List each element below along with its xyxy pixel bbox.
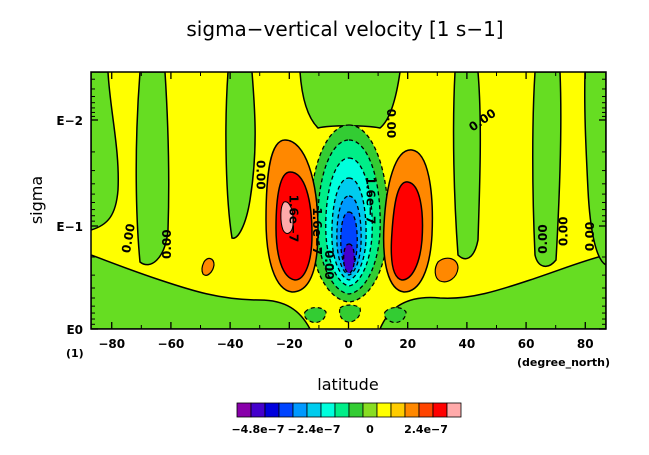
colorbar-swatch [306, 402, 322, 418]
pos-small-south [201, 257, 215, 276]
green-region-south-inner [225, 72, 256, 239]
colorbar-swatch [278, 402, 294, 418]
neg-contour-bottom [338, 304, 361, 323]
colorbar-swatch [264, 402, 280, 418]
chart-title: sigma−vertical velocity [1 s−1] [186, 17, 503, 41]
green-region-bottom-left [91, 254, 311, 329]
y-tick-label: E0 [66, 323, 83, 337]
contour-label: 0.00 [119, 223, 138, 255]
green-region-bottom-right [379, 254, 606, 329]
colorbar-tick-label: −2.4e−7 [287, 423, 340, 436]
x-axis-ticks: −80 −60 −40 −20 0 20 40 60 80 [98, 72, 594, 351]
contour-label: 0.00 [384, 109, 398, 139]
colorbar-swatch [236, 402, 252, 418]
pos-lobe-north-2 [390, 181, 424, 281]
contour-label: 0.00 [536, 224, 550, 254]
contour-labels: 0.00 0.000.001.6e−7 −1.6e−70.000.001.6e−70… [119, 106, 597, 280]
x-tick-label: −20 [276, 337, 303, 351]
contour-label: −1.6e−7 [310, 197, 324, 255]
contour-label: 0.00 [557, 217, 571, 247]
colorbar-swatch [320, 402, 336, 418]
x-tick-label: 80 [577, 337, 594, 351]
x-tick-label: 0 [344, 337, 352, 351]
x-tick-label: −40 [217, 337, 244, 351]
colorbar-swatch [376, 402, 392, 418]
colorbar [236, 402, 462, 418]
y-axis-label: sigma [27, 176, 46, 224]
x-tick-label: −80 [98, 337, 125, 351]
colorbar-tick-label: −4.8e−7 [231, 423, 284, 436]
y-tick-label: E−2 [56, 114, 83, 128]
colorbar-swatch [334, 402, 350, 418]
colorbar-labels: −4.8e−7 −2.4e−7 0 2.4e−7 [231, 423, 447, 436]
contour-label: 1.6e−7 [286, 195, 300, 243]
x-tick-label: 40 [459, 337, 476, 351]
x-axis-label: latitude [317, 375, 378, 394]
pos-small-north [434, 257, 459, 283]
y-tick-label: E−1 [56, 220, 83, 234]
green-region-left-edge [91, 72, 120, 231]
x-tick-label: −60 [158, 337, 185, 351]
colorbar-swatch [292, 402, 308, 418]
neg-contour-bottom-left [303, 306, 327, 324]
colorbar-swatch [432, 402, 448, 418]
contour-label: 0.00 [322, 250, 336, 280]
contour-field [91, 72, 606, 329]
green-region-north-inner [452, 72, 482, 260]
green-region-south-mid [135, 72, 170, 266]
colorbar-swatch [362, 402, 378, 418]
contour-label: 0.00 [583, 222, 597, 252]
contour-label: 1.6e−7 [363, 177, 377, 225]
colorbar-swatch [348, 402, 364, 418]
neg-contour-7 [343, 243, 355, 274]
colorbar-tick-label: 2.4e−7 [404, 423, 448, 436]
y-axis-ticks: E−2 E−1 E0 [56, 78, 606, 337]
green-region-north-mid [532, 72, 562, 267]
neg-contour-bottom-right [383, 306, 407, 324]
x-tick-label: 60 [518, 337, 535, 351]
x-unit-label: (degree_north) [517, 356, 610, 369]
x-tick-label: 20 [399, 337, 416, 351]
pos-lobe-south-core [280, 201, 294, 234]
colorbar-swatch [250, 402, 266, 418]
colorbar-swatch [390, 402, 406, 418]
colorbar-tick-label: 0 [366, 423, 374, 436]
colorbar-swatch [446, 402, 462, 418]
colorbar-swatch [418, 402, 434, 418]
colorbar-swatch [404, 402, 420, 418]
contour-label: 0.00 [254, 160, 268, 190]
contour-label: 0.00 [160, 229, 174, 259]
pos-lobe-south-2 [275, 171, 313, 281]
y-unit-label: (1) [66, 347, 84, 360]
